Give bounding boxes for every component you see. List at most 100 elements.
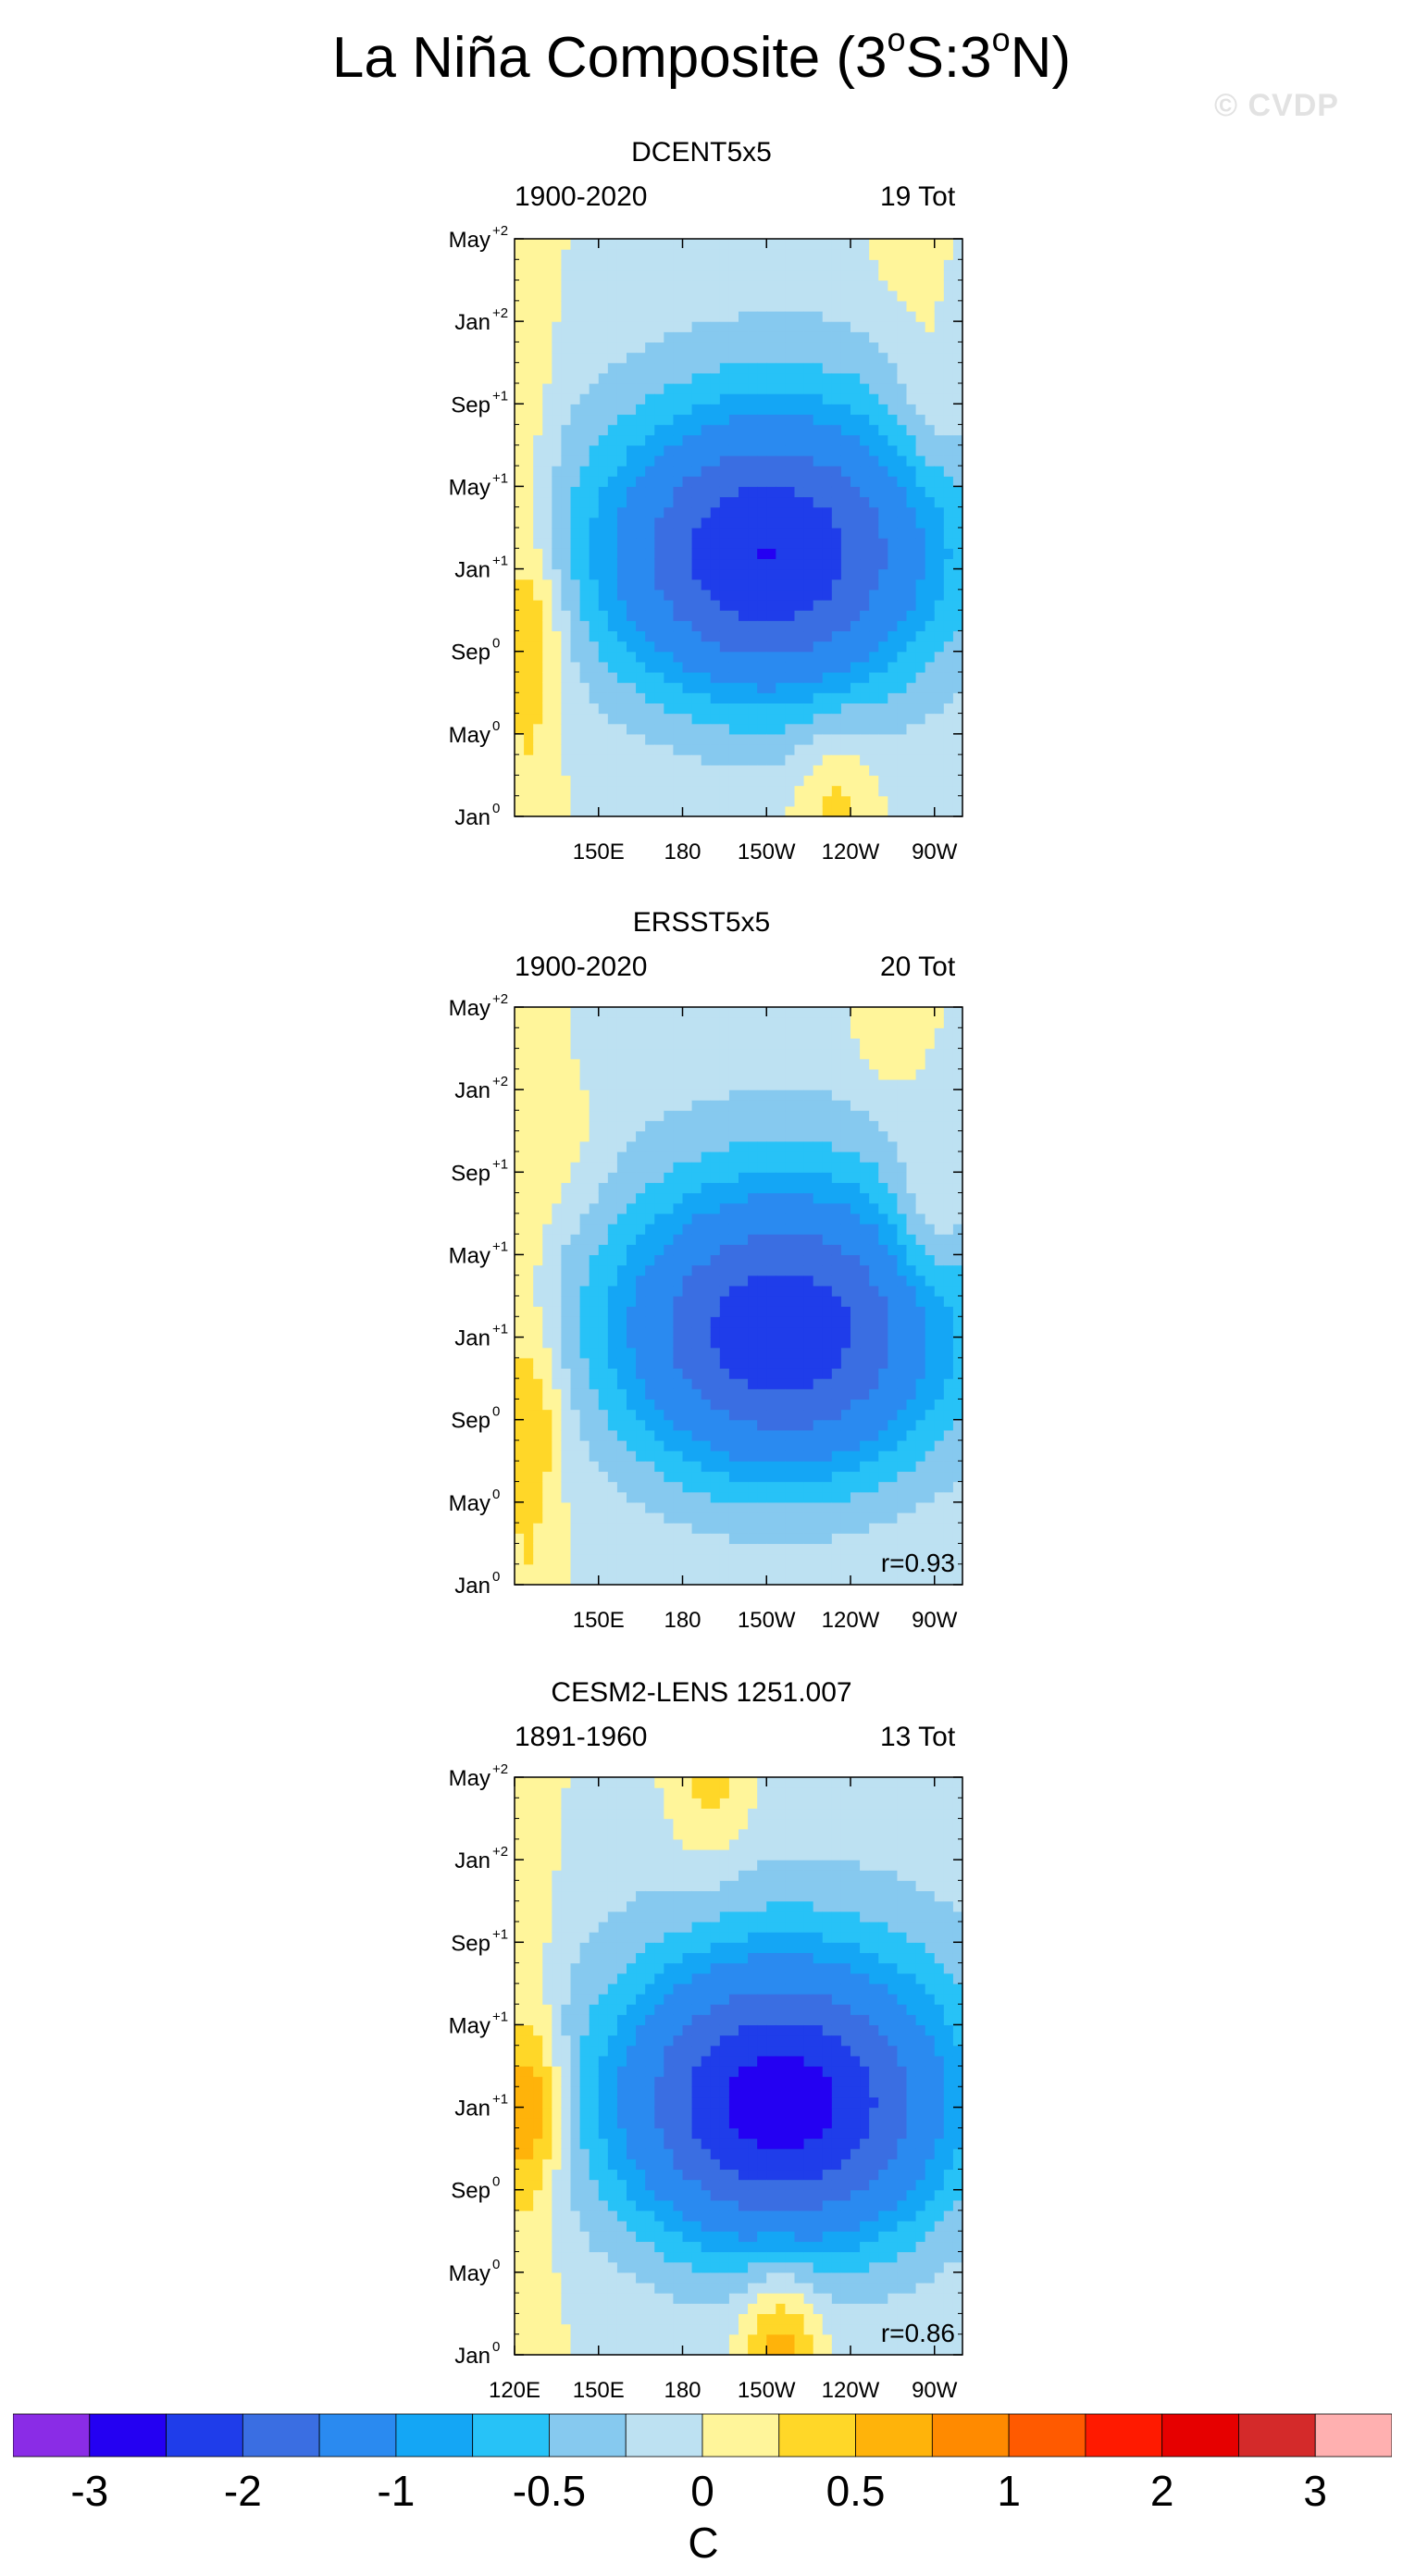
- heatmap-cell: [664, 259, 675, 271]
- heatmap-cell: [561, 259, 572, 271]
- heatmap-cell: [552, 1440, 563, 1451]
- heatmap-cell: [728, 1461, 739, 1473]
- heatmap-cell: [533, 1574, 543, 1586]
- heatmap-cell: [822, 1316, 833, 1328]
- heatmap-cell: [776, 682, 787, 693]
- heatmap-cell: [570, 600, 581, 611]
- heatmap-cell: [925, 466, 936, 477]
- heatmap-cell: [878, 444, 888, 456]
- heatmap-cell: [878, 600, 888, 611]
- heatmap-cell: [813, 805, 824, 817]
- heatmap-cell: [645, 1347, 655, 1359]
- heatmap-cell: [645, 1162, 655, 1173]
- heatmap-cell: [598, 476, 609, 488]
- heatmap-cell: [664, 600, 675, 611]
- heatmap-cell: [654, 476, 664, 488]
- heatmap-cell: [757, 1574, 767, 1586]
- heatmap-cell: [701, 1419, 712, 1431]
- heatmap-cell: [739, 703, 749, 715]
- heatmap-cell: [794, 1378, 805, 1389]
- heatmap-cell: [785, 1574, 796, 1586]
- heatmap-cell: [943, 754, 954, 765]
- heatmap-cell: [710, 1079, 721, 1090]
- heatmap-cell: [728, 1172, 739, 1184]
- heatmap-cell: [664, 1017, 675, 1028]
- heatmap-cell: [710, 692, 721, 704]
- heatmap-cell: [869, 528, 879, 539]
- heatmap-cell: [860, 496, 870, 508]
- heatmap-cell: [897, 486, 908, 498]
- heatmap-cell: [616, 1224, 627, 1235]
- heatmap-cell: [943, 259, 954, 271]
- heatmap-cell: [542, 1202, 553, 1214]
- heatmap-cell: [589, 1461, 600, 1473]
- heatmap-cell: [636, 239, 646, 250]
- heatmap-cell: [645, 1491, 655, 1503]
- heatmap-cell: [524, 528, 534, 539]
- heatmap-cell: [813, 1481, 824, 1493]
- heatmap-cell: [860, 1440, 870, 1451]
- heatmap-cell: [524, 1162, 534, 1173]
- heatmap-cell: [579, 1368, 590, 1379]
- heatmap-cell: [766, 1140, 776, 1152]
- heatmap-cell: [803, 1110, 814, 1122]
- heatmap-cell: [748, 1471, 758, 1483]
- heatmap-cell: [579, 1553, 590, 1565]
- heatmap-cell: [840, 249, 851, 260]
- heatmap-cell: [598, 506, 609, 518]
- heatmap-cell: [691, 486, 702, 498]
- heatmap-cell: [739, 1058, 749, 1070]
- heatmap-cell: [627, 486, 637, 498]
- heatmap-cell: [552, 1120, 563, 1132]
- heatmap-cell: [766, 259, 776, 271]
- heatmap-cell: [785, 1450, 796, 1462]
- heatmap-cell: [570, 765, 581, 777]
- heatmap-cell: [598, 1296, 609, 1307]
- heatmap-cell: [589, 1368, 600, 1379]
- heatmap-cell: [776, 1275, 787, 1287]
- heatmap-cell: [776, 1533, 787, 1545]
- heatmap-cell: [728, 641, 739, 653]
- heatmap-cell: [673, 589, 684, 601]
- heatmap-cell: [607, 1224, 618, 1235]
- heatmap-cell: [794, 1491, 805, 1503]
- heatmap-cell: [636, 1501, 646, 1513]
- heatmap-cell: [589, 692, 600, 704]
- heatmap-cell: [524, 1461, 534, 1473]
- heatmap-cell: [533, 1368, 543, 1379]
- heatmap-cell: [673, 1038, 684, 1050]
- heatmap-cell: [691, 723, 702, 735]
- heatmap-cell: [776, 1440, 787, 1451]
- heatmap-cell: [850, 805, 861, 817]
- heatmap-cell: [533, 444, 543, 456]
- heatmap-cell: [627, 1326, 637, 1338]
- heatmap-cell: [710, 1461, 721, 1473]
- heatmap-cell: [515, 249, 525, 260]
- heatmap-cell: [869, 259, 879, 271]
- heatmap-cell: [524, 1140, 534, 1152]
- heatmap-cell: [542, 1533, 553, 1545]
- heatmap-cell: [682, 713, 693, 725]
- heatmap-cell: [739, 393, 749, 404]
- heatmap-cell: [719, 692, 730, 704]
- heatmap-cell: [691, 466, 702, 477]
- heatmap-cell: [570, 610, 581, 621]
- heatmap-cell: [627, 1419, 637, 1431]
- heatmap-cell: [860, 239, 870, 250]
- heatmap-cell: [860, 1409, 870, 1421]
- heatmap-cell: [719, 496, 730, 508]
- heatmap-cell: [934, 331, 945, 343]
- heatmap-cell: [822, 785, 833, 797]
- heatmap-cell: [748, 1172, 758, 1184]
- heatmap-cell: [598, 661, 609, 673]
- heatmap-cell: [598, 1058, 609, 1070]
- heatmap-cell: [831, 331, 842, 343]
- heatmap-cell: [552, 548, 563, 560]
- heatmap-cell: [552, 723, 563, 735]
- heatmap-cell: [794, 1192, 805, 1204]
- heatmap-cell: [524, 1027, 534, 1039]
- heatmap-cell: [701, 1440, 712, 1451]
- heatmap-cell: [542, 1523, 553, 1534]
- heatmap-cell: [616, 1574, 627, 1586]
- heatmap-cell: [728, 1202, 739, 1214]
